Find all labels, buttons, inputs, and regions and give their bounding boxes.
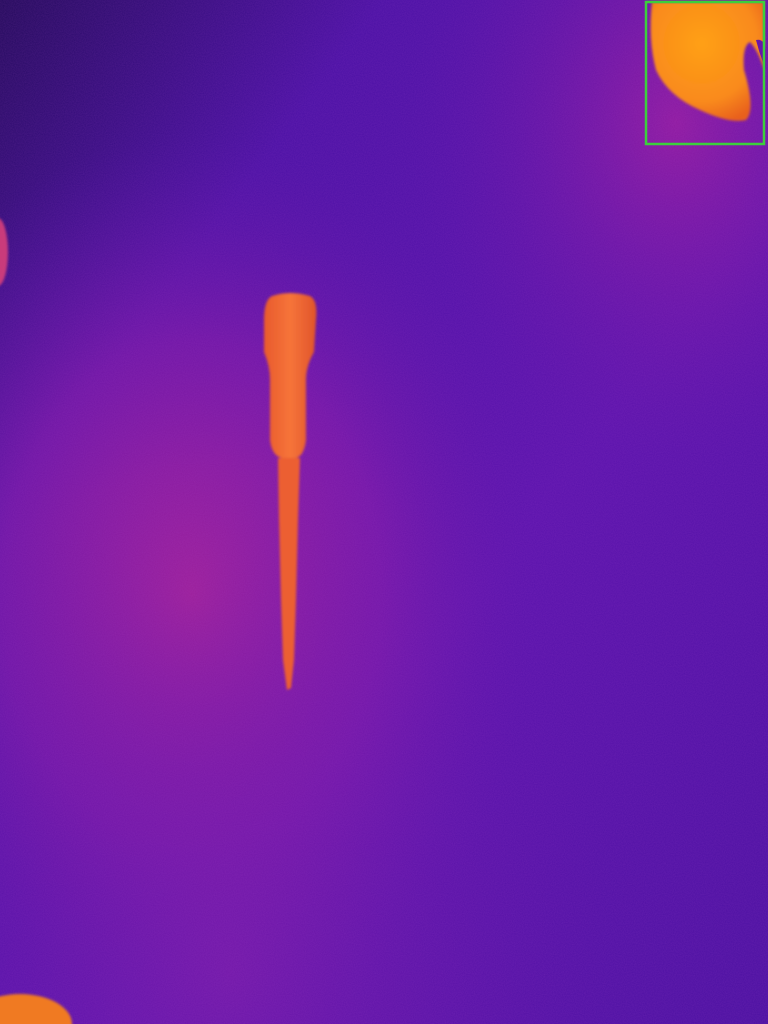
warm-blob-left-edge	[0, 218, 8, 286]
screwdriver-shaft	[278, 458, 300, 690]
screwdriver-handle	[264, 293, 317, 458]
screwdriver	[264, 293, 317, 690]
hot-object-body	[650, 2, 764, 121]
hot-blob-bottom-left	[0, 994, 72, 1024]
detection-bounding-box	[644, 0, 766, 146]
